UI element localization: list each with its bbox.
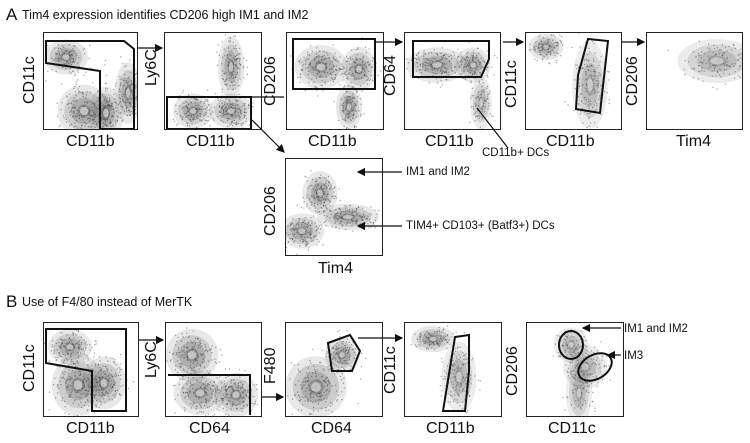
cell-population bbox=[113, 56, 137, 124]
cell-population bbox=[211, 368, 258, 416]
cell-population bbox=[172, 89, 215, 129]
gate-b2 bbox=[168, 374, 251, 415]
gate-b3 bbox=[326, 333, 362, 372]
panel-a-letter: A bbox=[6, 5, 18, 24]
gate-a5 bbox=[574, 37, 610, 115]
a6-xlabel: Tim4 bbox=[676, 133, 711, 150]
cell-population bbox=[406, 41, 478, 88]
a5-xlabel: CD11b bbox=[546, 133, 595, 150]
cell-population bbox=[44, 328, 96, 368]
cell-population bbox=[208, 88, 254, 129]
arrow-a2-sub bbox=[251, 119, 285, 153]
cell-population bbox=[321, 329, 367, 380]
b1-xlabel: CD11b bbox=[66, 420, 115, 437]
cell-population bbox=[333, 85, 365, 129]
a4-xlabel: CD11b bbox=[425, 133, 474, 150]
gate-a1-main bbox=[45, 40, 135, 129]
b5-xlabel: CD11c bbox=[548, 420, 596, 437]
b3-xlabel: CD64 bbox=[311, 420, 352, 437]
plot-b4 bbox=[404, 322, 502, 417]
cell-population bbox=[528, 33, 564, 65]
gate-b4 bbox=[441, 333, 470, 412]
cell-population bbox=[439, 341, 481, 414]
cell-population bbox=[667, 39, 742, 90]
a2-xlabel: CD11b bbox=[186, 133, 235, 150]
annotation-tim4-dcs: TIM4+ CD103+ (Batf3+) DCs bbox=[406, 220, 555, 232]
cell-population bbox=[340, 37, 383, 93]
panel-a-title: Tim4 expression identifies CD206 high IM… bbox=[22, 8, 309, 22]
plot-a5 bbox=[525, 32, 622, 130]
plot-b2 bbox=[165, 322, 262, 417]
cell-population bbox=[80, 340, 134, 414]
cell-population bbox=[216, 34, 248, 108]
plot-a2 bbox=[164, 32, 262, 130]
b4-xlabel: CD11b bbox=[426, 420, 475, 437]
plot-b5 bbox=[526, 322, 624, 417]
pointer-cd11b-dcs bbox=[476, 107, 509, 149]
cell-population bbox=[562, 359, 596, 416]
cell-population bbox=[166, 327, 221, 385]
plot-a1 bbox=[43, 32, 138, 130]
plot-a-sub bbox=[285, 158, 383, 256]
panel-b-title: Use of F4/80 instead of MerTK bbox=[22, 295, 193, 309]
gate-b5-im1-im2 bbox=[558, 330, 584, 360]
annotation-im1-im2-a: IM1 and IM2 bbox=[406, 166, 470, 178]
plot-a6 bbox=[646, 32, 743, 130]
cell-population bbox=[287, 37, 355, 97]
cell-population bbox=[296, 170, 346, 215]
plot-a3 bbox=[286, 32, 384, 130]
annotation-im1-im2-b: IM1 and IM2 bbox=[624, 323, 688, 335]
annotation-im3: IM3 bbox=[624, 350, 644, 362]
panel-b-letter: B bbox=[6, 292, 18, 311]
cell-population bbox=[172, 354, 229, 416]
gate-a3 bbox=[292, 38, 376, 90]
cell-population bbox=[469, 73, 494, 129]
b2-xlabel: CD64 bbox=[189, 420, 230, 437]
cell-population bbox=[286, 206, 327, 255]
plot-a4 bbox=[404, 32, 501, 130]
cell-population bbox=[51, 69, 111, 129]
a3-xlabel: CD11b bbox=[308, 133, 357, 150]
cell-population bbox=[410, 325, 466, 359]
annotation-cd11b-dcs: CD11b+ DCs bbox=[482, 147, 550, 159]
gate-a2 bbox=[166, 96, 252, 129]
gate-b1 bbox=[45, 328, 127, 412]
a-sub-xlabel: Tim4 bbox=[318, 260, 353, 277]
cell-population bbox=[44, 39, 107, 85]
gate-a4 bbox=[412, 40, 490, 78]
plot-b1 bbox=[43, 322, 139, 417]
a1-xlabel: CD11b bbox=[66, 133, 115, 150]
